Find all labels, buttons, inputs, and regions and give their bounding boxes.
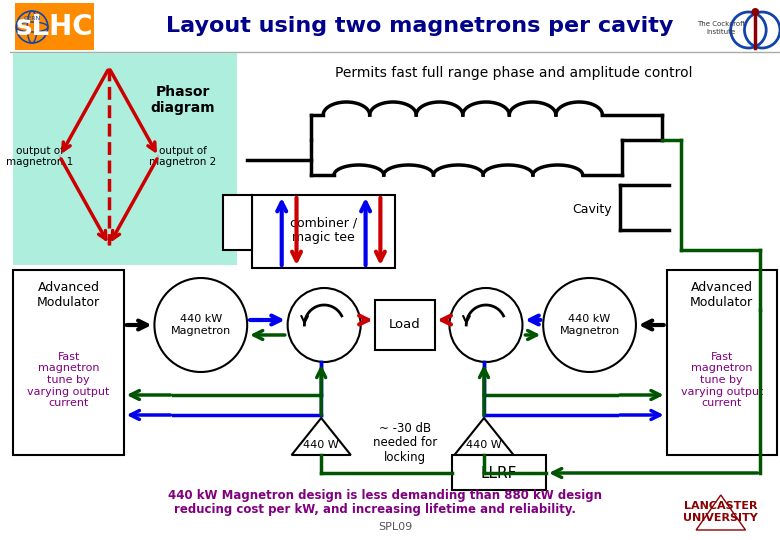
Text: Fast
magnetron
tune by
varying output
current: Fast magnetron tune by varying output cu… [27,352,110,408]
Text: The Cockcroft
Institute: The Cockcroft Institute [697,22,745,35]
FancyBboxPatch shape [222,195,252,250]
FancyBboxPatch shape [13,270,124,455]
Text: LANCASTER
UNIVERSITY: LANCASTER UNIVERSITY [683,501,758,523]
FancyBboxPatch shape [13,53,237,265]
Text: Load: Load [389,319,421,332]
Text: Permits fast full range phase and amplitude control: Permits fast full range phase and amplit… [335,66,693,80]
Text: 440 W: 440 W [466,440,502,450]
Text: 440 W: 440 W [303,440,339,450]
Text: Layout using two magnetrons per cavity: Layout using two magnetrons per cavity [166,16,674,36]
Text: 440 kW
Magnetron: 440 kW Magnetron [559,314,619,336]
Text: reducing cost per kW, and increasing lifetime and reliability.: reducing cost per kW, and increasing lif… [175,503,576,516]
Text: SPL09: SPL09 [378,522,413,532]
FancyBboxPatch shape [452,455,546,490]
Text: Fast
magnetron
tune by
varying output
current: Fast magnetron tune by varying output cu… [681,352,763,408]
Text: LLRF: LLRF [480,465,517,481]
Text: sLHC: sLHC [16,13,94,41]
Polygon shape [455,418,513,455]
Polygon shape [292,418,351,455]
Text: Advanced
Modulator: Advanced Modulator [37,281,100,309]
FancyBboxPatch shape [375,300,434,350]
FancyBboxPatch shape [667,270,777,455]
Text: Cavity: Cavity [573,204,612,217]
Text: 440 kW
Magnetron: 440 kW Magnetron [171,314,231,336]
Text: Phasor
diagram: Phasor diagram [151,85,215,115]
Text: Advanced
Modulator: Advanced Modulator [690,281,753,309]
FancyBboxPatch shape [16,3,94,50]
Circle shape [751,8,759,16]
Text: combiner /
magic tee: combiner / magic tee [289,216,356,244]
Text: CERN: CERN [23,17,41,22]
Text: 440 kW Magnetron design is less demanding than 880 kW design: 440 kW Magnetron design is less demandin… [168,489,602,502]
Text: output of
magnetron 2: output of magnetron 2 [150,146,217,167]
FancyBboxPatch shape [252,195,395,268]
Text: output of
magnetron 1: output of magnetron 1 [6,146,73,167]
Text: ~ -30 dB
needed for
locking: ~ -30 dB needed for locking [373,422,437,464]
